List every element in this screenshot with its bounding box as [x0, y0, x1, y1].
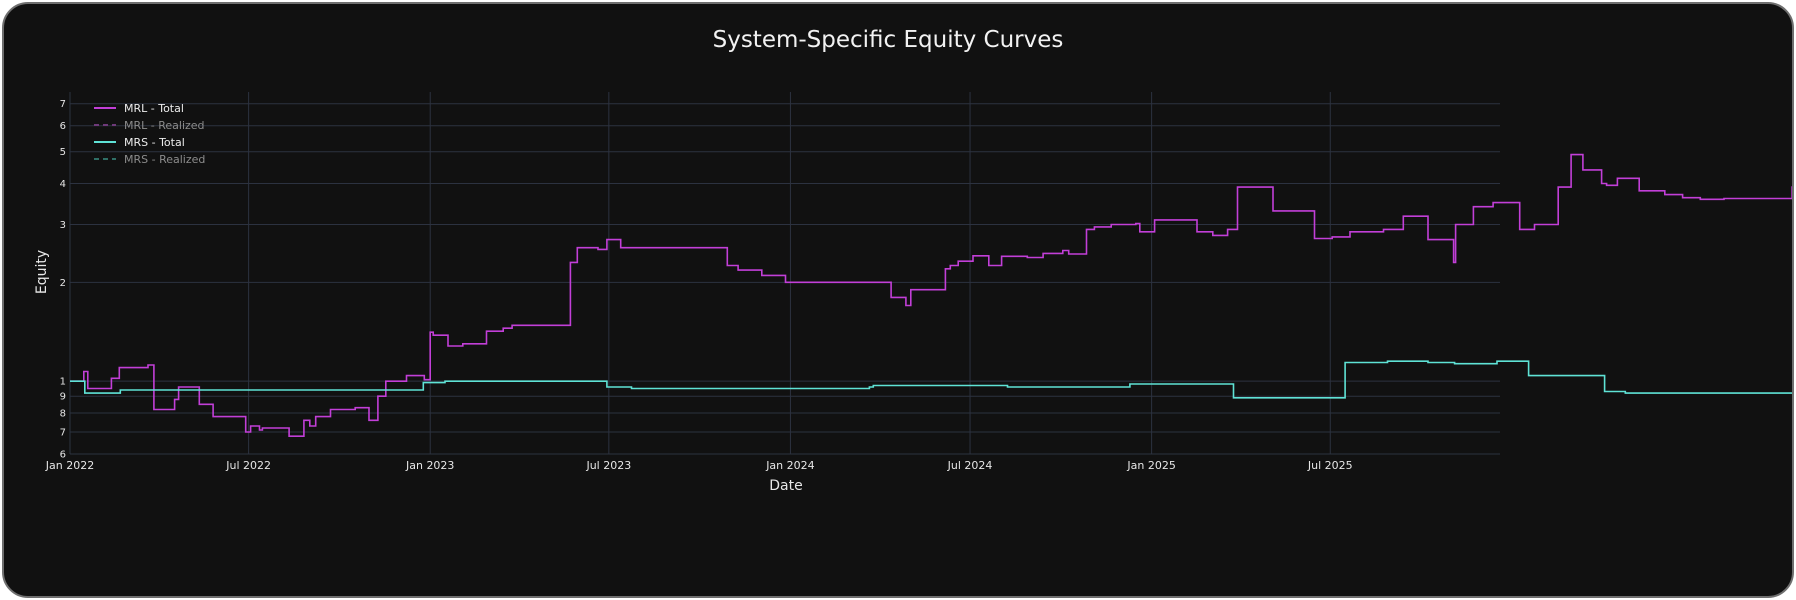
y-tick-label: 2: [60, 278, 66, 289]
y-tick-label: 3: [60, 220, 66, 231]
x-tick-label: Jan 2025: [1126, 459, 1175, 472]
y-tick-label: 7: [60, 99, 66, 110]
legend-item-mrs-total[interactable]: MRS - Total: [94, 136, 185, 149]
mrl-total-line: [70, 153, 1792, 437]
x-tick-label: Jul 2023: [585, 459, 631, 472]
legend[interactable]: MRL - Total MRL - Realized MRS - Total MRS …: [94, 102, 205, 166]
y-tick-label: 5: [60, 147, 66, 158]
legend-label: MRL - Realized: [124, 119, 205, 132]
y-tick-label: 9: [60, 392, 66, 403]
x-axis-ticks: Jan 2022 Jul 2022 Jan 2023 Jul 2023 Jan 2024…: [45, 459, 1353, 472]
y-axis-ticks: 6 7 8 9 1 2 3 4 5 6 7: [60, 99, 66, 460]
x-axis-label: Date: [769, 478, 802, 494]
legend-item-mrs-realized[interactable]: MRS - Realized: [94, 153, 205, 166]
legend-label: MRS - Total: [124, 136, 185, 149]
x-tick-label: Jul 2025: [1307, 459, 1353, 472]
y-tick-label: 1: [60, 377, 66, 388]
legend-item-mrl-realized[interactable]: MRL - Realized: [94, 119, 205, 132]
legend-label: MRS - Realized: [124, 153, 205, 166]
x-tick-label: Jan 2023: [405, 459, 454, 472]
legend-item-mrl-total[interactable]: MRL - Total: [94, 102, 184, 115]
plot-area: [70, 153, 1792, 437]
y-tick-label: 7: [60, 428, 66, 439]
equity-chart: System-Specific Equity Curves Jan 2022 Ju…: [34, 27, 1792, 494]
y-tick-label: 8: [60, 408, 66, 419]
x-tick-label: Jan 2024: [765, 459, 814, 472]
x-tick-label: Jan 2022: [45, 459, 94, 472]
y-tick-label: 6: [60, 121, 66, 132]
y-tick-label: 6: [60, 450, 66, 461]
y-axis-label: Equity: [34, 250, 50, 294]
mrs-total-line: [70, 360, 1792, 399]
legend-label: MRL - Total: [124, 102, 184, 115]
x-tick-label: Jul 2022: [225, 459, 271, 472]
grid-lines: [69, 92, 1500, 455]
x-tick-label: Jul 2024: [947, 459, 993, 472]
chart-title: System-Specific Equity Curves: [713, 27, 1064, 53]
y-tick-label: 4: [60, 179, 66, 190]
